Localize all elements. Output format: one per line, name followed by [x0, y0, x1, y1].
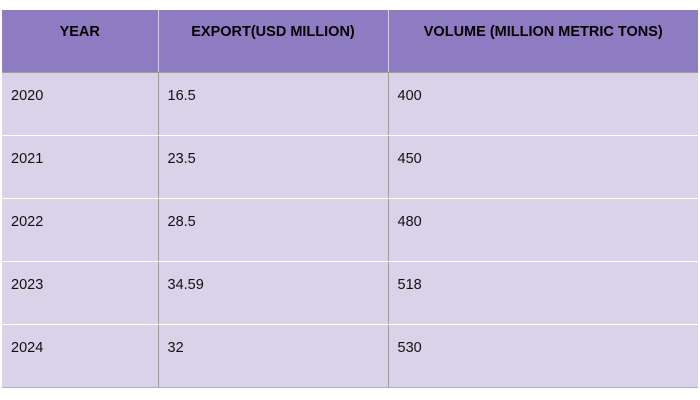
year-cell: 2020: [2, 72, 159, 136]
export-volume-table: YEAR EXPORT(USD MILLION) VOLUME (MILLION…: [2, 10, 698, 389]
year-cell: 2023: [2, 261, 159, 325]
column-header-volume: VOLUME (MILLION METRIC TONS): [388, 10, 698, 73]
column-header-year: YEAR: [2, 10, 159, 73]
column-header-export: EXPORT(USD MILLION): [158, 10, 389, 73]
year-cell: 2022: [2, 198, 159, 262]
header-row: YEAR EXPORT(USD MILLION) VOLUME (MILLION…: [2, 10, 698, 73]
export-cell: 16.5: [158, 72, 389, 136]
year-cell: 2024: [2, 324, 159, 389]
export-cell: 32: [158, 324, 389, 389]
volume-cell: 480: [388, 198, 698, 262]
volume-cell: 400: [388, 72, 698, 136]
volume-cell: 518: [388, 261, 698, 325]
table-row: 2022 28.5 480: [2, 198, 698, 262]
export-cell: 34.59: [158, 261, 389, 325]
year-cell: 2021: [2, 135, 159, 199]
table-row: 2020 16.5 400: [2, 72, 698, 136]
table-row: 2021 23.5 450: [2, 135, 698, 199]
export-cell: 23.5: [158, 135, 389, 199]
table-row: 2024 32 530: [2, 324, 698, 389]
volume-cell: 450: [388, 135, 698, 199]
volume-cell: 530: [388, 324, 698, 389]
table-row: 2023 34.59 518: [2, 261, 698, 325]
export-cell: 28.5: [158, 198, 389, 262]
